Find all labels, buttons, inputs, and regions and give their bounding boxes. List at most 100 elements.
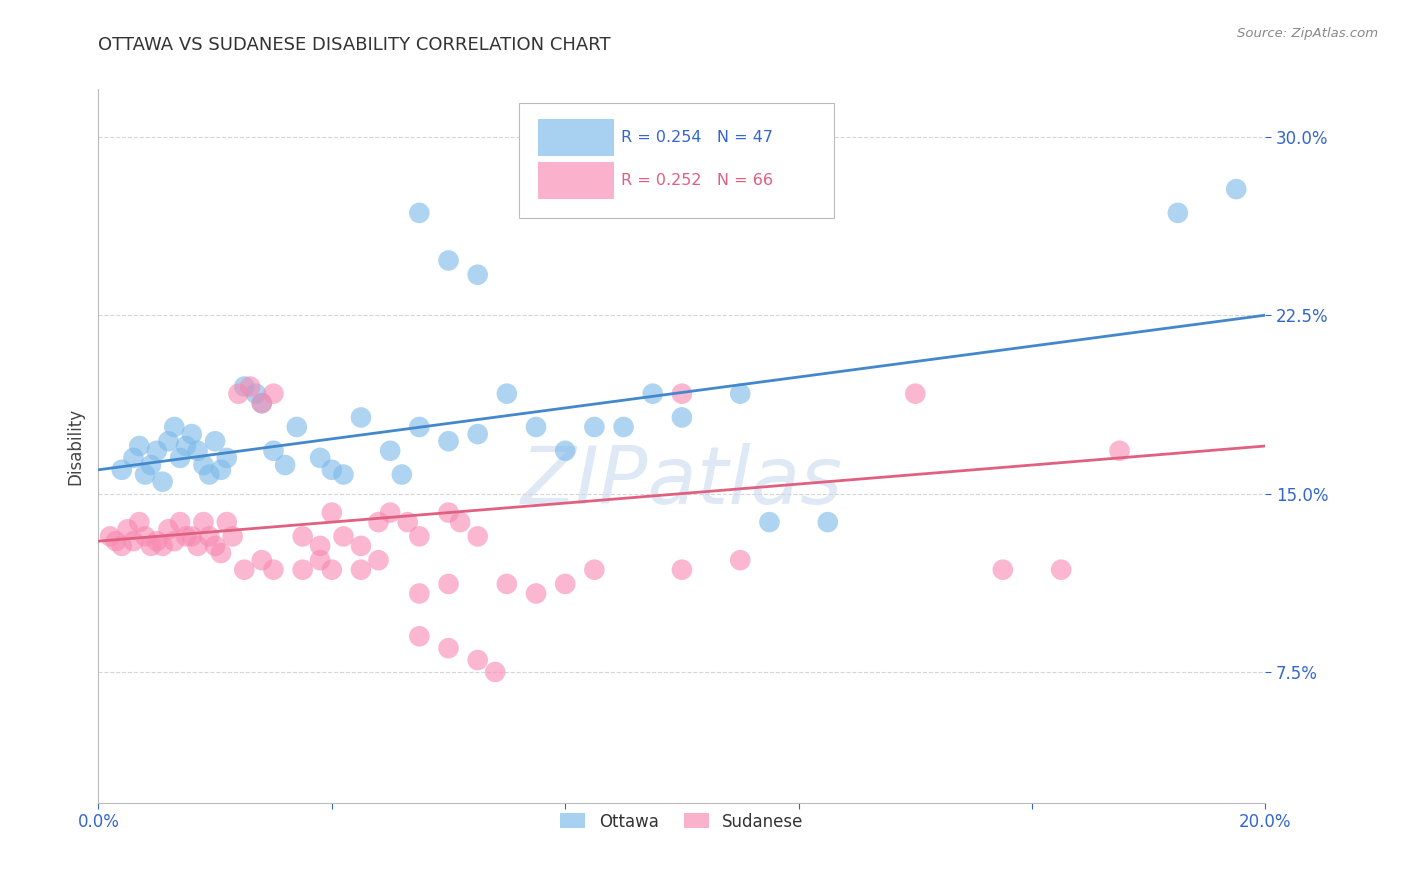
Point: [321, 506, 343, 520]
Point: [332, 529, 354, 543]
Point: [309, 553, 332, 567]
Point: [174, 439, 197, 453]
Point: [215, 450, 238, 465]
Point: [250, 396, 273, 410]
Point: [1225, 182, 1247, 196]
Point: [350, 563, 373, 577]
Point: [209, 546, 232, 560]
Point: [233, 563, 256, 577]
Point: [408, 206, 430, 220]
Point: [496, 577, 519, 591]
Point: [437, 434, 460, 449]
Point: [187, 539, 209, 553]
Point: [204, 539, 226, 553]
Point: [380, 443, 402, 458]
Point: [285, 420, 308, 434]
Point: [380, 506, 402, 520]
Point: [104, 534, 127, 549]
Point: [321, 463, 343, 477]
Point: [467, 653, 489, 667]
Point: [1108, 443, 1130, 458]
Point: [437, 253, 460, 268]
Point: [250, 396, 273, 410]
Point: [111, 463, 134, 477]
Point: [169, 515, 191, 529]
Point: [583, 563, 606, 577]
Point: [904, 386, 927, 401]
Point: [1167, 206, 1189, 220]
Point: [437, 506, 460, 520]
Point: [233, 379, 256, 393]
Point: [193, 515, 215, 529]
Point: [309, 539, 332, 553]
Text: ZIPatlas: ZIPatlas: [520, 442, 844, 521]
Point: [117, 522, 139, 536]
Point: [367, 515, 389, 529]
Point: [467, 427, 489, 442]
Text: R = 0.252   N = 66: R = 0.252 N = 66: [621, 173, 773, 188]
Point: [449, 515, 471, 529]
Point: [98, 529, 121, 543]
Point: [128, 439, 150, 453]
Point: [408, 629, 430, 643]
Point: [671, 563, 693, 577]
Text: OTTAWA VS SUDANESE DISABILITY CORRELATION CHART: OTTAWA VS SUDANESE DISABILITY CORRELATIO…: [98, 36, 612, 54]
Point: [239, 379, 262, 393]
Point: [174, 529, 197, 543]
FancyBboxPatch shape: [519, 103, 834, 218]
Point: [228, 386, 250, 401]
Point: [321, 563, 343, 577]
Point: [163, 420, 186, 434]
Point: [152, 539, 174, 553]
Point: [157, 434, 180, 449]
Point: [671, 410, 693, 425]
Point: [157, 522, 180, 536]
Point: [730, 553, 752, 567]
Point: [187, 443, 209, 458]
Point: [671, 386, 693, 401]
Point: [758, 515, 780, 529]
FancyBboxPatch shape: [538, 120, 614, 156]
Point: [139, 539, 162, 553]
Point: [146, 534, 169, 549]
Point: [437, 577, 460, 591]
Point: [612, 420, 634, 434]
Point: [554, 443, 576, 458]
Point: [221, 529, 243, 543]
Point: [146, 443, 169, 458]
Point: [122, 450, 145, 465]
Point: [484, 665, 506, 679]
Point: [1050, 563, 1073, 577]
Point: [139, 458, 162, 472]
Point: [291, 529, 314, 543]
Text: Source: ZipAtlas.com: Source: ZipAtlas.com: [1237, 27, 1378, 40]
Point: [408, 529, 430, 543]
Point: [467, 529, 489, 543]
Point: [437, 641, 460, 656]
Point: [554, 577, 576, 591]
Point: [467, 268, 489, 282]
Point: [583, 135, 606, 149]
Point: [991, 563, 1014, 577]
FancyBboxPatch shape: [538, 162, 614, 199]
Point: [169, 450, 191, 465]
Point: [198, 529, 221, 543]
Point: [524, 420, 547, 434]
Point: [262, 563, 284, 577]
Point: [152, 475, 174, 489]
Point: [367, 553, 389, 567]
Point: [496, 386, 519, 401]
Point: [209, 463, 232, 477]
Y-axis label: Disability: Disability: [66, 408, 84, 484]
Point: [332, 467, 354, 482]
Point: [583, 420, 606, 434]
Point: [309, 450, 332, 465]
Point: [396, 515, 419, 529]
Point: [122, 534, 145, 549]
Point: [408, 420, 430, 434]
Point: [250, 553, 273, 567]
Point: [134, 529, 156, 543]
Point: [730, 386, 752, 401]
Point: [215, 515, 238, 529]
Point: [408, 586, 430, 600]
